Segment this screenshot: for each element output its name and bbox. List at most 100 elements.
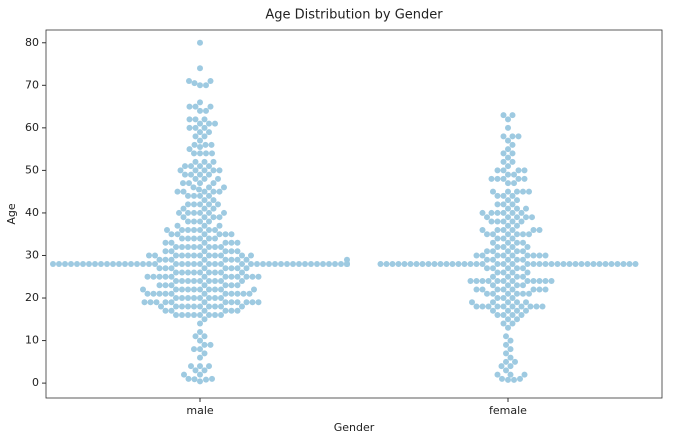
point [191, 286, 197, 293]
point [197, 320, 203, 327]
point [500, 286, 507, 293]
point [150, 290, 157, 297]
point [401, 260, 408, 267]
point [249, 273, 256, 280]
point [191, 260, 197, 267]
point [521, 167, 528, 174]
point [479, 303, 486, 310]
point [206, 363, 212, 370]
point [488, 218, 495, 225]
point [479, 252, 486, 259]
point [514, 205, 520, 212]
point [505, 137, 511, 144]
point [212, 312, 218, 319]
point [210, 180, 217, 187]
point [218, 243, 224, 250]
point [494, 295, 501, 302]
point [507, 363, 514, 370]
point [542, 252, 549, 259]
point [469, 299, 475, 306]
point [192, 333, 199, 340]
point [243, 299, 250, 306]
point [182, 163, 188, 170]
point [197, 99, 203, 106]
point [490, 248, 496, 255]
point [509, 141, 516, 148]
point [179, 286, 185, 293]
point [494, 312, 501, 319]
point [509, 192, 516, 199]
point [518, 209, 525, 216]
point [144, 273, 151, 280]
point [191, 235, 197, 242]
point [500, 243, 507, 250]
point [207, 78, 214, 85]
point [234, 273, 241, 280]
point [383, 260, 390, 267]
point [208, 141, 215, 148]
point [216, 231, 223, 238]
point [548, 260, 555, 267]
point [201, 248, 208, 255]
point [201, 307, 208, 314]
point [494, 218, 501, 225]
point [156, 256, 163, 263]
point [174, 188, 181, 195]
point [500, 278, 507, 285]
point [509, 295, 516, 302]
point [490, 282, 496, 289]
point [505, 299, 511, 306]
point [542, 286, 549, 293]
point [218, 303, 224, 310]
point [344, 260, 350, 267]
point [201, 333, 208, 340]
y-tick-label: 30 [25, 248, 39, 261]
point [128, 260, 134, 267]
point [212, 235, 218, 242]
point [500, 226, 507, 233]
point [479, 278, 486, 285]
point [168, 265, 175, 272]
point [479, 226, 486, 233]
point [494, 260, 501, 267]
point [206, 295, 212, 302]
point [185, 201, 191, 208]
point [144, 290, 151, 297]
point [201, 158, 208, 165]
point [243, 256, 250, 263]
point [240, 290, 247, 297]
point [179, 243, 185, 250]
point [234, 248, 241, 255]
point [98, 260, 104, 267]
point [197, 129, 203, 136]
y-tick-label: 50 [25, 163, 39, 176]
point [494, 243, 501, 250]
point [185, 375, 192, 382]
point [185, 278, 191, 285]
point [203, 107, 209, 114]
point [192, 167, 199, 174]
point [523, 307, 529, 314]
point [484, 290, 490, 297]
point [509, 133, 516, 140]
point [509, 278, 516, 285]
y-tick-label: 40 [25, 206, 39, 219]
point [494, 303, 501, 310]
point [218, 312, 224, 319]
point [344, 256, 350, 263]
point [173, 243, 179, 250]
point [515, 133, 522, 140]
point [212, 269, 218, 276]
point [526, 290, 532, 297]
point [216, 214, 223, 221]
point [505, 214, 511, 221]
point [505, 146, 511, 153]
point [185, 286, 191, 293]
point [168, 307, 175, 314]
point [122, 260, 128, 267]
point [514, 239, 520, 246]
point [249, 299, 256, 306]
point [234, 307, 241, 314]
point [206, 286, 212, 293]
point [505, 307, 511, 314]
